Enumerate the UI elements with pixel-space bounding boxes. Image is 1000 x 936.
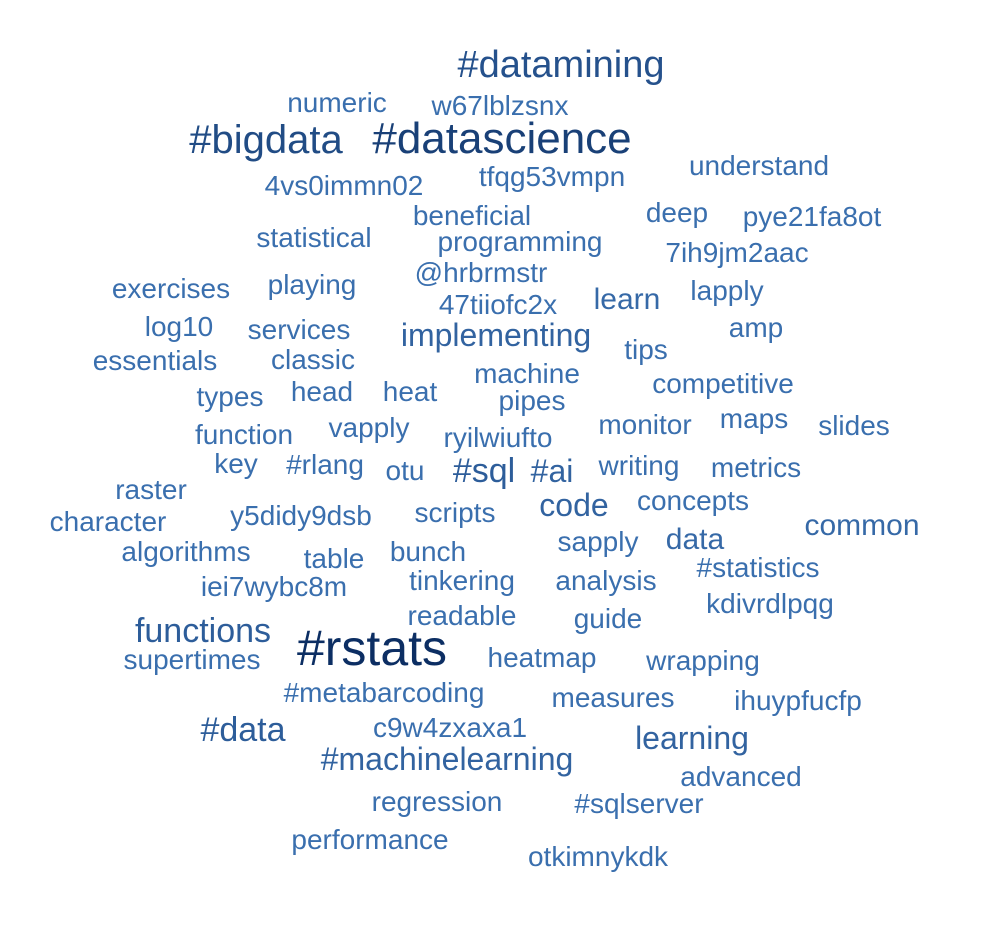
word-guide: guide (574, 603, 643, 634)
word-common: common (804, 509, 919, 542)
word-readable: readable (408, 600, 517, 631)
word-statistics: #statistics (697, 552, 820, 583)
word-essentials: essentials (93, 345, 218, 376)
word-ihuypfucfp: ihuypfucfp (734, 685, 862, 716)
word-w67lblzsnx: w67lblzsnx (431, 90, 569, 121)
word-ryilwiufto: ryilwiufto (444, 422, 553, 453)
word-monitor: monitor (598, 409, 691, 440)
word-sqlserver: #sqlserver (574, 788, 703, 819)
word-functions: functions (135, 612, 271, 650)
word-analysis: analysis (555, 565, 656, 596)
word-beneficial: beneficial (413, 200, 531, 231)
word-implementing: implementing (401, 317, 591, 353)
word-amp: amp (729, 312, 783, 343)
word-concepts: concepts (637, 485, 749, 516)
word-numeric: numeric (287, 87, 387, 118)
word-pye21fa8ot: pye21fa8ot (743, 201, 882, 232)
word-learning: learning (635, 720, 749, 756)
word-otkimnykdk: otkimnykdk (528, 841, 669, 872)
word-rlang: #rlang (286, 449, 364, 480)
word-lapply: lapply (690, 275, 763, 306)
word-maps: maps (720, 403, 788, 434)
word-deep: deep (646, 197, 708, 228)
word-machinelearning: #machinelearning (321, 741, 574, 777)
word-bunch: bunch (390, 536, 466, 567)
word-y5didy9dsb: y5didy9dsb (230, 500, 372, 531)
word-services: services (248, 314, 351, 345)
word-supertimes: supertimes (124, 644, 261, 675)
word-exercises: exercises (112, 273, 230, 304)
word-sql: #sql (453, 452, 515, 490)
word-metrics: metrics (711, 452, 801, 483)
word-wrapping: wrapping (645, 645, 760, 676)
word-bigdata: #bigdata (189, 118, 343, 162)
word-programming: programming (438, 226, 603, 257)
word-writing: writing (598, 450, 680, 481)
word-47tiiofc2x: 47tiiofc2x (439, 289, 557, 320)
word-scripts: scripts (415, 497, 496, 528)
word-statistical: statistical (256, 222, 371, 253)
word-regression: regression (372, 786, 503, 817)
word-data: data (666, 523, 725, 556)
word-metabarcoding: #metabarcoding (284, 677, 485, 708)
word-key: key (214, 448, 258, 479)
word-types: types (197, 381, 264, 412)
word-algorithms: algorithms (121, 536, 250, 567)
word-classic: classic (271, 344, 355, 375)
word-tips: tips (624, 334, 668, 365)
word-datamining: #datamining (457, 44, 664, 86)
word-learn: learn (594, 283, 661, 316)
word-rstats: #rstats (297, 620, 447, 676)
word-iei7wybc8m: iei7wybc8m (201, 571, 347, 602)
word-function: function (195, 419, 293, 450)
word-raster: raster (115, 474, 187, 505)
word-code: code (539, 487, 608, 523)
word-head: head (291, 376, 353, 407)
word-ai: #ai (531, 453, 574, 489)
word-data: #data (200, 711, 285, 749)
word-advanced: advanced (680, 761, 801, 792)
word-pipes: pipes (499, 385, 566, 416)
word-tinkering: tinkering (409, 565, 515, 596)
word-kdivrdlpqg: kdivrdlpqg (706, 588, 834, 619)
word-machine: machine (474, 358, 580, 389)
word-7ih9jm2aac: 7ih9jm2aac (665, 237, 808, 268)
word-vapply: vapply (329, 412, 410, 443)
word-datascience: #datascience (372, 114, 631, 163)
word-c9w4zxaxa1: c9w4zxaxa1 (373, 712, 527, 743)
word-tfqg53vmpn: tfqg53vmpn (479, 161, 625, 192)
word-performance: performance (291, 824, 448, 855)
word-slides: slides (818, 410, 890, 441)
word-hrbrmstr: @hrbrmstr (415, 257, 548, 288)
word-sapply: sapply (558, 526, 639, 557)
word-measures: measures (552, 682, 675, 713)
word-playing: playing (268, 269, 357, 300)
word-table: table (304, 543, 365, 574)
word-log10: log10 (145, 311, 214, 342)
word-4vs0immn02: 4vs0immn02 (265, 170, 424, 201)
word-competitive: competitive (652, 368, 794, 399)
word-character: character (50, 506, 167, 537)
word-otu: otu (386, 455, 425, 486)
word-heat: heat (383, 376, 438, 407)
word-heatmap: heatmap (488, 642, 597, 673)
word-understand: understand (689, 150, 829, 181)
